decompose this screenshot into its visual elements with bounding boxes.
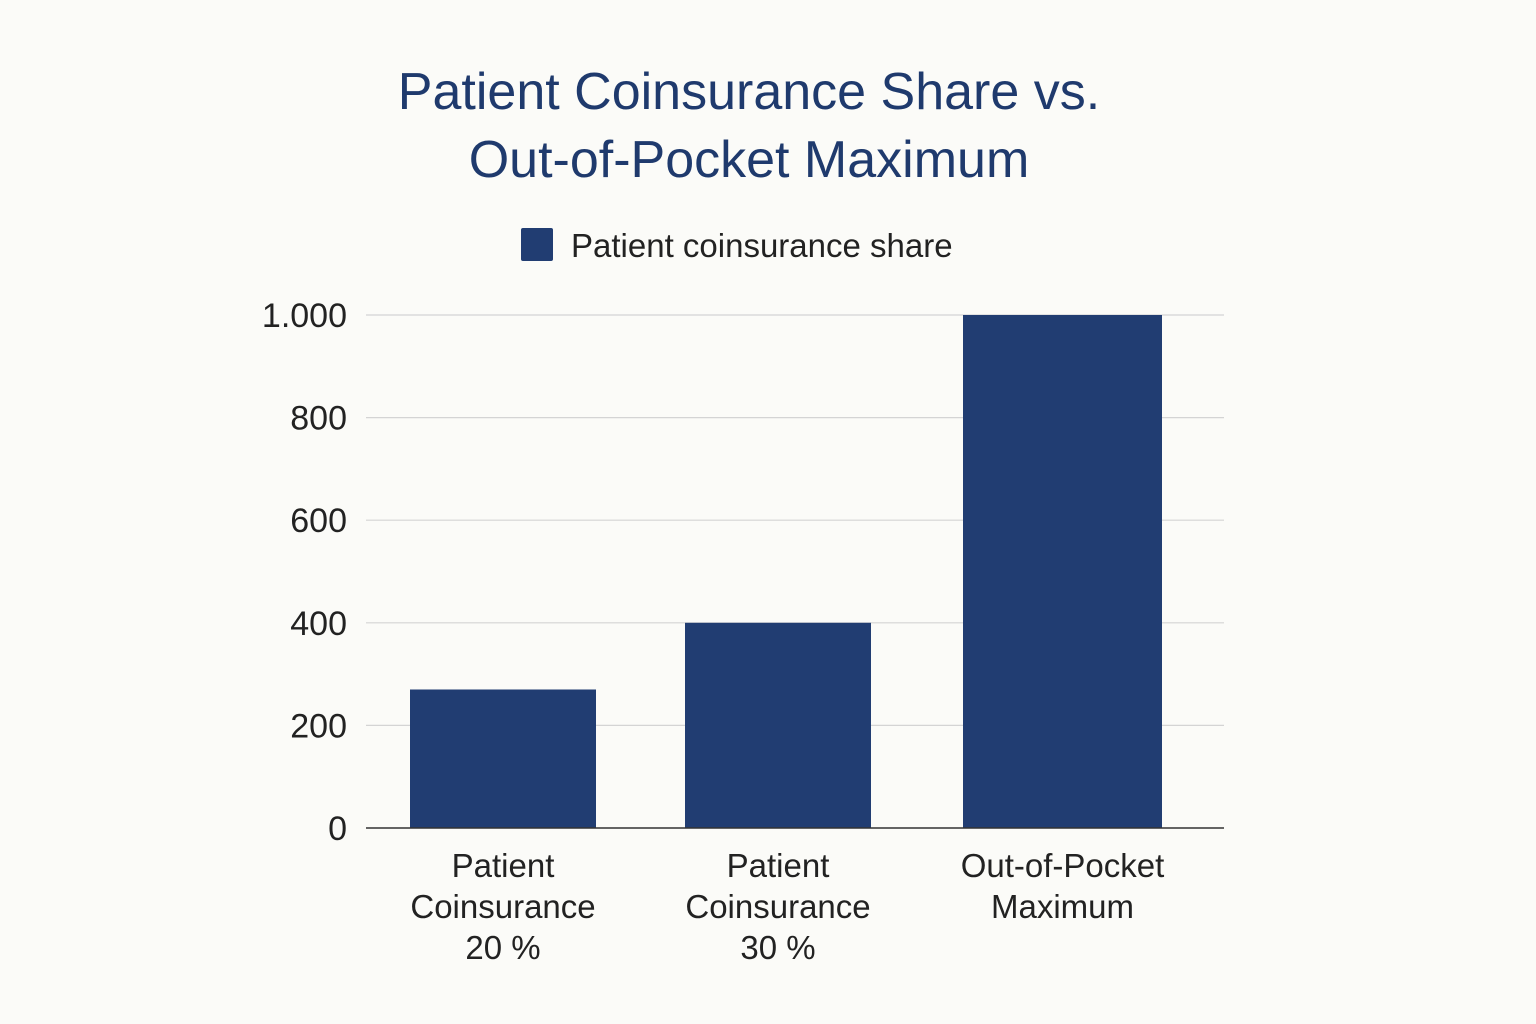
x-category-label: Out-of-Pocket Maximum xyxy=(961,847,1165,925)
y-tick-label: 200 xyxy=(290,707,347,745)
x-category-label: Patient Coinsurance 30 % xyxy=(685,847,870,966)
y-tick-label: 1.000 xyxy=(262,297,347,335)
y-tick-label: 400 xyxy=(290,605,347,643)
y-tick-label: 800 xyxy=(290,400,347,438)
y-tick-label: 0 xyxy=(328,810,347,848)
bar xyxy=(963,315,1162,828)
bar xyxy=(410,689,596,828)
y-tick-label: 600 xyxy=(290,502,347,540)
chart-title: Patient Coinsurance Share vs. Out-of-Poc… xyxy=(0,58,1498,194)
y-axis-tick-labels: 0 200 400 600 800 1.000 xyxy=(262,297,347,848)
bars xyxy=(410,315,1162,828)
legend: Patient coinsurance share xyxy=(521,227,953,264)
bar xyxy=(685,622,871,828)
x-axis-category-labels: Patient Coinsurance 20 % Patient Coinsurance… xyxy=(410,847,1164,966)
legend-swatch xyxy=(521,228,553,261)
chart-title-line-2: Out-of-Pocket Maximum xyxy=(468,131,1030,189)
legend-label: Patient coinsurance share xyxy=(571,227,953,264)
chart-title-line-1: Patient Coinsurance Share vs. xyxy=(397,63,1101,121)
x-category-label: Patient Coinsurance 20 % xyxy=(410,847,595,966)
